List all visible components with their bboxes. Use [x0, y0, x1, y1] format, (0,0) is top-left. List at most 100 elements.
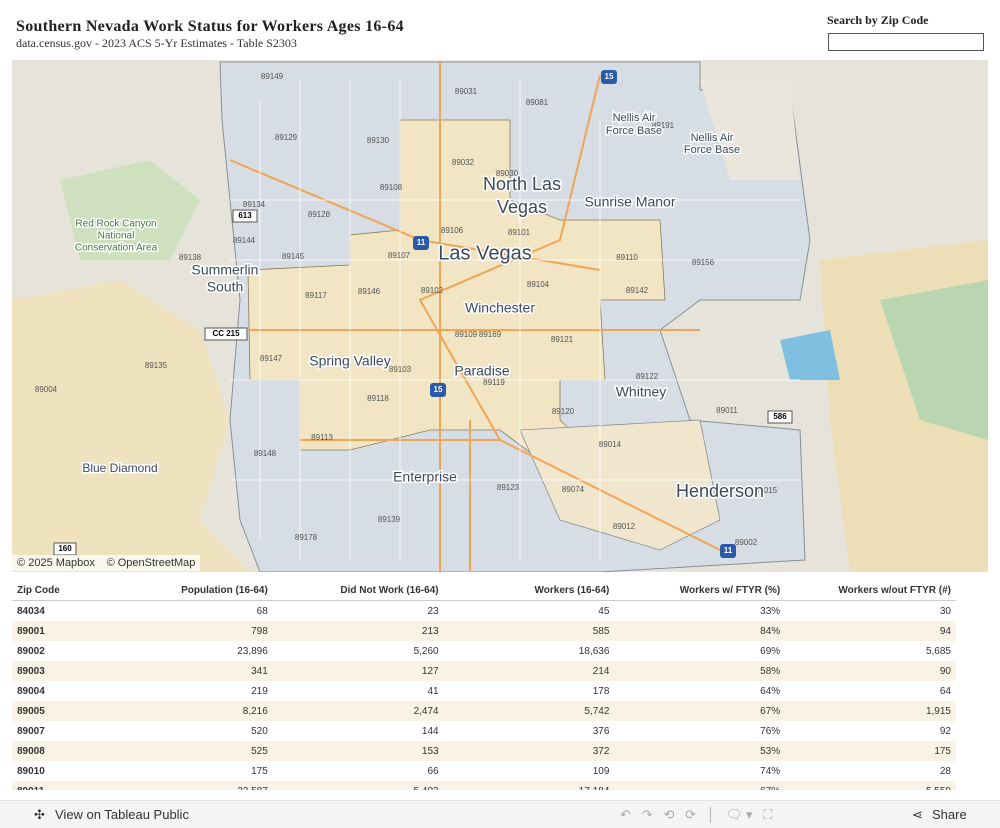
place-label: Paradise: [454, 363, 509, 379]
table-cell: 144: [421, 725, 439, 737]
zip-label: 89178: [295, 533, 318, 542]
table-cell: 376: [592, 725, 610, 737]
table-cell: 30: [939, 605, 951, 617]
table-cell: 341: [102, 661, 273, 681]
table-cell: 23: [427, 605, 439, 617]
table-cell: 89001: [12, 621, 102, 641]
column-header: Zip Code: [12, 580, 102, 601]
map-base: [12, 60, 988, 572]
place-label: Spring Valley: [309, 353, 390, 369]
table-cell: 5,742: [443, 701, 615, 721]
zip-label: 89135: [145, 361, 168, 370]
zip-label: 89032: [452, 158, 475, 167]
table-cell: 84034: [17, 605, 45, 617]
zip-label: 89144: [233, 236, 256, 245]
zip-labels: 89149 89031 89081 89191 89129 89130 8903…: [35, 72, 778, 547]
place-label: Enterprise: [393, 469, 457, 485]
table-cell: 89007: [17, 725, 45, 737]
place-label: Henderson: [676, 481, 764, 501]
table-cell: 5,559: [785, 781, 956, 790]
table-row: 89008 525 153 372 53% 175: [12, 741, 956, 761]
place-label: South: [207, 279, 244, 295]
place-label: Winchester: [465, 300, 535, 316]
table-cell: 89011: [12, 781, 102, 790]
table-cell: 92: [939, 725, 951, 737]
table-cell: 525: [102, 741, 273, 761]
table-cell: 178: [592, 685, 610, 697]
place-label: North Las: [483, 174, 561, 194]
place-label: Summerlin: [192, 262, 259, 278]
table-cell: 33%: [760, 605, 781, 617]
zip-label: 89113: [311, 433, 333, 442]
attribution[interactable]: © OpenStreetMap: [107, 557, 196, 569]
place-label: Las Vegas: [438, 242, 531, 264]
zip-label: 89139: [378, 515, 401, 524]
table-cell: 90: [785, 661, 956, 681]
place-label: Nellis Air: [613, 112, 656, 124]
zip-label: 89128: [308, 210, 331, 219]
place-label: Vegas: [497, 197, 547, 217]
table-cell: 76%: [760, 725, 781, 737]
table: Zip Code Population (16-64) Did Not Work (…: [12, 580, 956, 790]
data-table: Zip Code Population (16-64) Did Not Work (…: [12, 580, 956, 790]
attribution[interactable]: © 2025 Mapbox: [17, 557, 95, 569]
table-cell: 175: [251, 765, 268, 777]
table-cell: 69%: [760, 645, 781, 657]
column-header: Workers (16-64): [443, 580, 615, 601]
table-cell: 89004: [17, 685, 45, 697]
zip-label: 89014: [599, 440, 622, 449]
zip-label: 89101: [508, 228, 531, 237]
zip-label: 89102: [421, 286, 444, 295]
zip-label: 89169: [479, 330, 502, 339]
shield-label: 613: [238, 211, 252, 220]
table-cell: 153: [272, 741, 444, 761]
zip-label: 89081: [526, 98, 549, 107]
place-label: Whitney: [616, 384, 667, 400]
table-cell: 372: [443, 741, 615, 761]
zip-label: 89118: [367, 394, 389, 403]
table-cell: 213: [272, 621, 444, 641]
toolbar-icons[interactable]: ↶ ↷ ⟲ ⟳ │ 🗨 ▾ ⛶: [620, 807, 773, 822]
zip-label: 89011: [716, 406, 738, 415]
zip-label: 89123: [497, 483, 520, 492]
zip-label: 89130: [367, 136, 390, 145]
zip-label: 89015: [755, 486, 778, 495]
shield-label: CC 215: [212, 329, 240, 338]
zip-label: 89074: [562, 485, 585, 494]
zip-label: 89107: [388, 251, 411, 260]
place-label: Conservation Area: [75, 243, 158, 254]
zip-label: 89191: [652, 121, 675, 130]
table-row: 89001 798 213 585 84% 94: [12, 621, 956, 641]
table-cell: 214: [443, 661, 615, 681]
table-cell: 45: [598, 605, 610, 617]
table-cell: 798: [102, 621, 273, 641]
road-shields: 15 613 11 CC 215 15 586 160 11: [53, 70, 793, 558]
zip-label: 89002: [735, 538, 758, 547]
column-header: Workers w/out FTYR (#): [785, 580, 956, 601]
zip-label: 89120: [552, 407, 575, 416]
table-cell: 64: [939, 685, 951, 697]
share-button[interactable]: Share: [932, 807, 967, 822]
tableau-icon: ✣: [34, 807, 45, 822]
map[interactable]: 89149 89031 89081 89191 89129 89130 8903…: [0, 0, 1000, 572]
view-link[interactable]: View on Tableau Public: [55, 807, 189, 822]
search-input[interactable]: [828, 33, 984, 51]
zip-label: 89104: [527, 280, 550, 289]
table-cell: 58%: [614, 661, 786, 681]
table-row: 89002 23,896 5,260 18,636 69% 5,685: [12, 641, 956, 661]
zip-label: 89108: [380, 183, 403, 192]
zip-label: 89121: [551, 335, 574, 344]
dashboard-subtitle: data.census.gov - 2023 ACS 5-Yr Estimate…: [16, 36, 297, 50]
table-cell: 22,587: [102, 781, 273, 790]
zip-label: 89142: [626, 286, 649, 295]
table-cell: 67%: [614, 701, 786, 721]
place-label: Red Rock Canyon: [75, 219, 156, 230]
table-cell: 17,184: [443, 781, 615, 790]
table-row: 89007 520 144 376 76% 92: [12, 721, 956, 741]
table-cell: 219: [251, 685, 268, 697]
table-cell: 585: [443, 621, 615, 641]
header-row: Zip Code Population (16-64) Did Not Work (…: [12, 580, 956, 601]
column-header: Population (16-64): [102, 580, 273, 601]
zip-label: 89148: [254, 449, 277, 458]
table-row: 84034 68 23 45 33% 30: [12, 601, 956, 622]
